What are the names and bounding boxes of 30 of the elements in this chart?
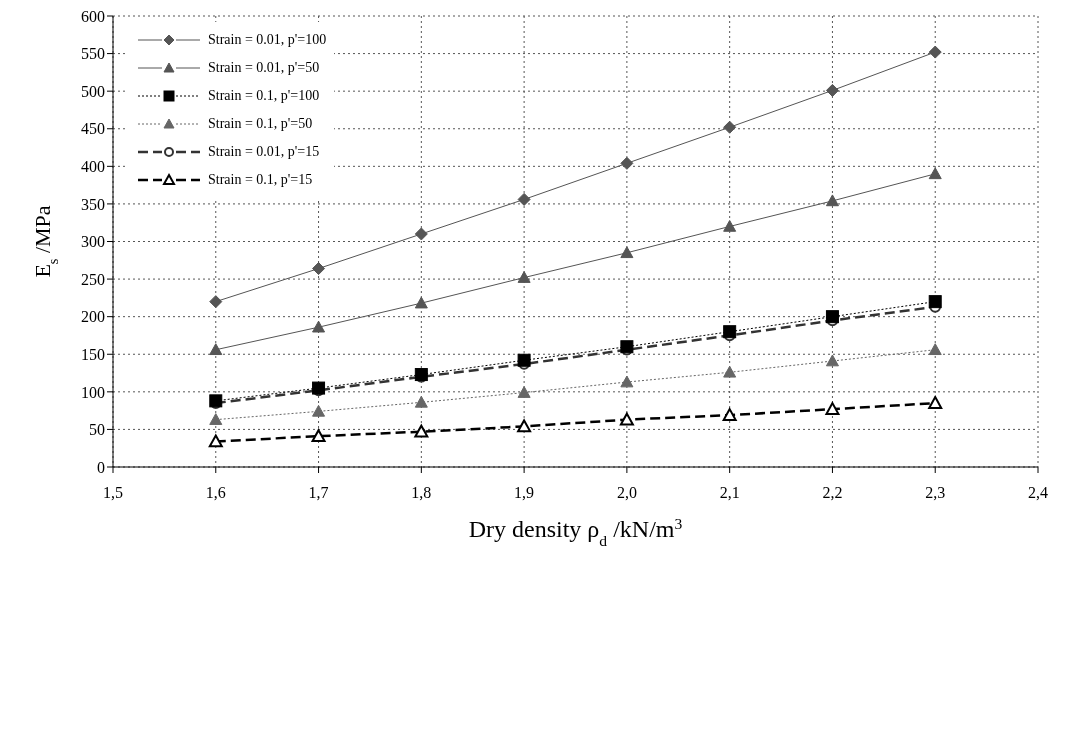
legend-label: Strain = 0.01, p'=50 [208,60,320,76]
y-tick-label: 550 [81,45,105,63]
y-tick-label: 50 [89,421,105,439]
y-tick-label: 450 [81,120,105,138]
y-tick-label: 200 [81,308,105,326]
legend-label: Strain = 0.1, p'=100 [208,88,320,104]
legend-label: Strain = 0.01, p'=100 [208,32,327,48]
legend-label: Strain = 0.1, p'=15 [208,172,313,188]
x-tick-label: 2,4 [1028,484,1048,502]
y-tick-label: 250 [81,270,105,288]
x-tick-label: 2,0 [616,484,637,502]
y-tick-label: 150 [81,345,105,363]
y-tick-label: 0 [97,458,105,476]
y-tick-label: 100 [81,383,105,401]
y-tick-label: 300 [81,233,105,251]
legend-label: Strain = 0.01, p'=15 [208,144,320,160]
x-tick-label: 1,7 [308,484,329,502]
y-tick-label: 350 [81,195,105,213]
legend-label: Strain = 0.1, p'=50 [208,116,313,132]
x-tick-label: 2,2 [822,484,843,502]
x-tick-label: 1,6 [205,484,226,502]
y-tick-label: 400 [81,158,105,176]
x-tick-label: 1,8 [411,484,432,502]
x-tick-label: 1,9 [514,484,535,502]
x-tick-label: 2,1 [719,484,740,502]
x-tick-label: 1,5 [103,484,123,502]
x-tick-label: 2,3 [925,484,946,502]
y-tick-label: 500 [81,82,105,100]
x-axis-title: Dry density ρ$_{d}$ /kN/m$^{3}$ [468,514,683,549]
y-tick-label: 600 [81,7,105,25]
